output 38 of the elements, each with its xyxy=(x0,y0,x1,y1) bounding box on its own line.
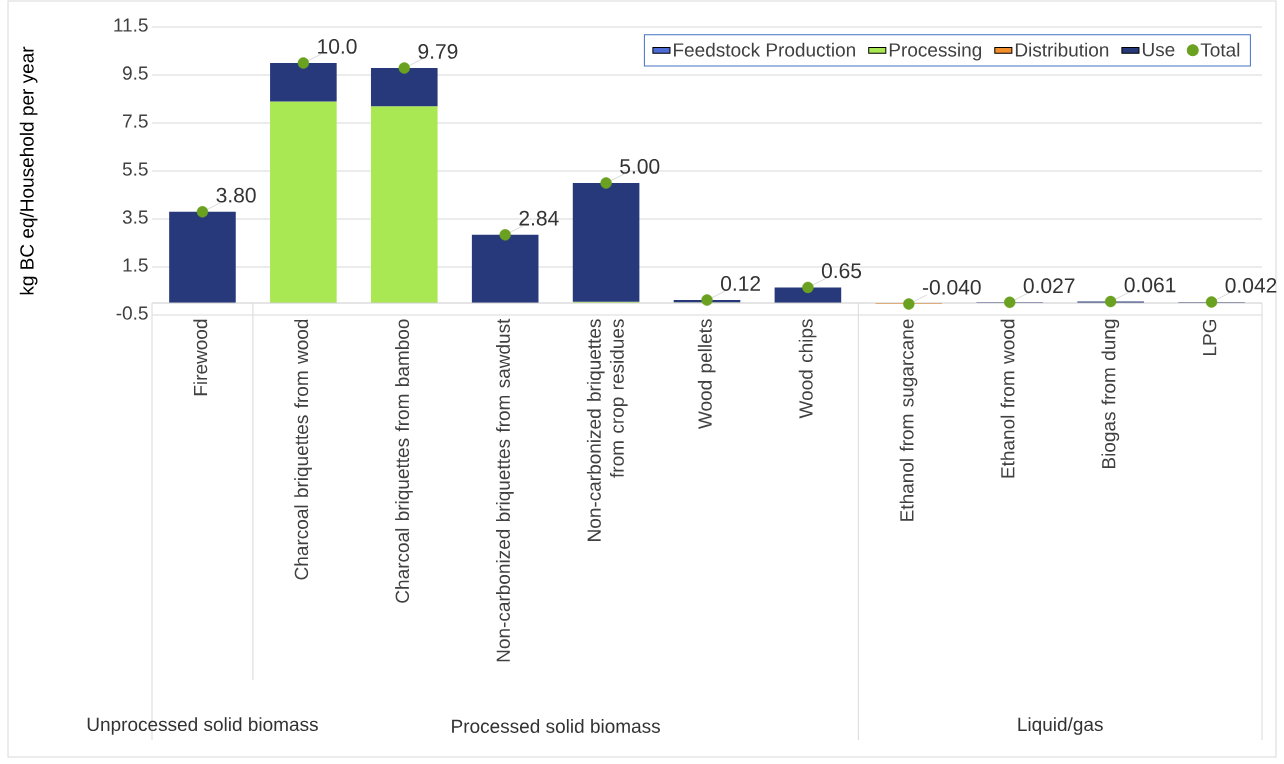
legend-label: Distribution xyxy=(1015,42,1109,57)
y-tick-label: 3.5 xyxy=(122,210,148,224)
legend-label: Use xyxy=(1142,43,1175,57)
data-label: -0.040 xyxy=(922,279,981,295)
y-axis-title: kg BC eq/Household per year xyxy=(19,46,38,295)
data-label: 3.80 xyxy=(216,187,256,203)
x-tick-label: Wood chips xyxy=(798,319,817,419)
y-tick-label: 9.5 xyxy=(122,66,148,80)
data-label: 5.00 xyxy=(620,158,660,174)
y-tick-label: 1.5 xyxy=(123,258,148,272)
x-tick-label: Charcoal briquettes from wood xyxy=(294,319,312,580)
data-label: 10.0 xyxy=(318,38,357,54)
y-tick-label: 5.5 xyxy=(122,162,148,176)
legend-label: Feedstock Production xyxy=(674,42,855,57)
data-label: 0.12 xyxy=(721,276,761,291)
x-tick-label: Charcoal briquettes from bamboo xyxy=(395,319,413,603)
x-tick-label: LPG xyxy=(1202,319,1217,356)
legend-label: Total xyxy=(1200,42,1240,57)
text: Unprocessed solid biomass xyxy=(87,717,318,735)
x-tick-label: Biogas from dung xyxy=(1101,319,1120,469)
x-tick-label: Firewood xyxy=(193,319,208,396)
data-label: 0.042 xyxy=(1225,277,1277,293)
data-label: 9.79 xyxy=(418,43,458,59)
x-tick-label: Ethanol from wood xyxy=(1000,319,1015,478)
x-tick-label: Non-carbonized briquettes from sawdust xyxy=(496,318,514,662)
text: Processed solid biomass xyxy=(452,719,660,733)
y-tick-label: -0.5 xyxy=(116,306,148,320)
y-tick-label: 7.5 xyxy=(123,114,148,128)
x-tick-label: Ethanol from sugarcane xyxy=(899,319,918,521)
data-label: 2.84 xyxy=(519,210,559,226)
x-tick-label: Non-carbonized briquettes from crop residues xyxy=(586,319,628,541)
data-label: 0.061 xyxy=(1124,277,1176,293)
y-tick-label: 11.5 xyxy=(114,18,148,32)
text: Liquid/gas xyxy=(1018,717,1103,735)
data-label: 0.027 xyxy=(1023,278,1075,294)
data-label: 0.65 xyxy=(821,263,862,279)
x-tick-label: Wood pellets xyxy=(697,319,716,430)
legend-label: Processing xyxy=(889,42,982,61)
